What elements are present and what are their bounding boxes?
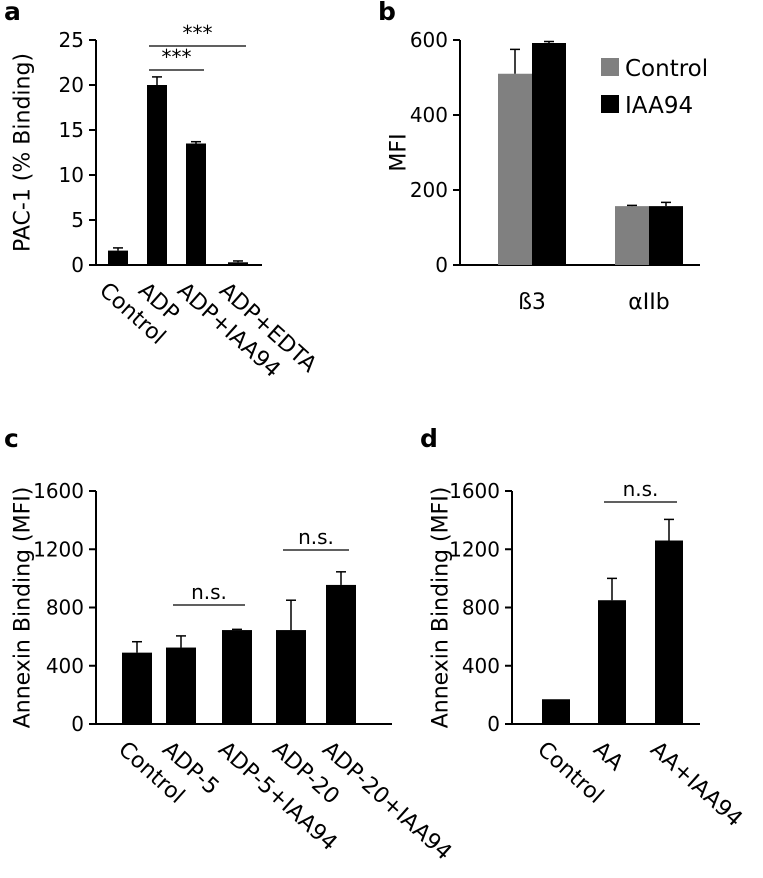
y-axis-title: PAC-1 (% Binding) bbox=[11, 53, 36, 252]
y-axis-title: MFI bbox=[387, 133, 412, 171]
significance-label: n.s. bbox=[191, 580, 227, 604]
x-tick-label: AA+IAA94 bbox=[645, 737, 747, 832]
bar bbox=[166, 647, 196, 724]
significance-label: n.s. bbox=[623, 477, 659, 501]
y-tick-label: 0 bbox=[71, 712, 84, 736]
significance-label: *** bbox=[162, 45, 192, 69]
bar bbox=[228, 262, 248, 265]
y-tick-label: 1600 bbox=[33, 479, 84, 503]
panel-letter: b bbox=[378, 0, 396, 26]
y-tick-label: 5 bbox=[71, 208, 84, 232]
y-tick-label: 25 bbox=[59, 28, 84, 52]
bar bbox=[326, 584, 356, 724]
legend-swatch bbox=[601, 95, 619, 113]
bar bbox=[532, 43, 566, 265]
y-tick-label: 15 bbox=[59, 118, 84, 142]
y-tick-label: 400 bbox=[410, 103, 448, 127]
x-tick-label: αIIb bbox=[628, 290, 669, 315]
bar bbox=[276, 630, 306, 724]
significance-label: n.s. bbox=[298, 525, 334, 549]
y-tick-label: 400 bbox=[46, 654, 84, 678]
y-tick-label: 400 bbox=[462, 654, 500, 678]
bar bbox=[542, 699, 570, 724]
x-tick-label: AA bbox=[588, 737, 628, 776]
y-tick-label: 600 bbox=[410, 28, 448, 52]
chart-panel-b: b 0 200 400 600 MFI ß3 αIIb Control IAA94 bbox=[378, 0, 708, 315]
y-tick-label: 0 bbox=[435, 253, 448, 277]
x-tick-label: ADP-20+IAA94 bbox=[317, 737, 456, 866]
y-tick-label: 1200 bbox=[449, 537, 500, 561]
bar bbox=[222, 630, 252, 724]
y-tick-label: 1200 bbox=[33, 537, 84, 561]
y-tick-label: 10 bbox=[59, 163, 84, 187]
bar bbox=[649, 206, 683, 265]
legend-swatch bbox=[601, 58, 619, 76]
bar bbox=[655, 540, 683, 724]
y-tick-label: 800 bbox=[46, 596, 84, 620]
bar bbox=[598, 600, 626, 724]
y-tick-label: 20 bbox=[59, 73, 84, 97]
bar bbox=[122, 652, 152, 724]
panel-letter: d bbox=[420, 424, 438, 453]
y-tick-label: 800 bbox=[462, 596, 500, 620]
bar bbox=[186, 143, 206, 265]
bar bbox=[108, 250, 128, 265]
x-tick-label: ß3 bbox=[518, 290, 546, 315]
significance-label: *** bbox=[183, 21, 213, 45]
y-tick-label: 1600 bbox=[449, 479, 500, 503]
bar bbox=[615, 206, 649, 265]
legend-label: Control bbox=[625, 56, 708, 82]
bar bbox=[498, 73, 532, 265]
bar bbox=[147, 85, 167, 265]
y-tick-label: 0 bbox=[71, 253, 84, 277]
y-tick-label: 200 bbox=[410, 178, 448, 202]
panel-letter: c bbox=[4, 424, 19, 453]
panel-letter: a bbox=[4, 0, 21, 26]
legend-label: IAA94 bbox=[625, 93, 693, 119]
y-axis-title: Annexin Binding (MFI) bbox=[429, 487, 454, 729]
y-axis-title: Annexin Binding (MFI) bbox=[11, 487, 36, 729]
y-tick-label: 0 bbox=[487, 712, 500, 736]
